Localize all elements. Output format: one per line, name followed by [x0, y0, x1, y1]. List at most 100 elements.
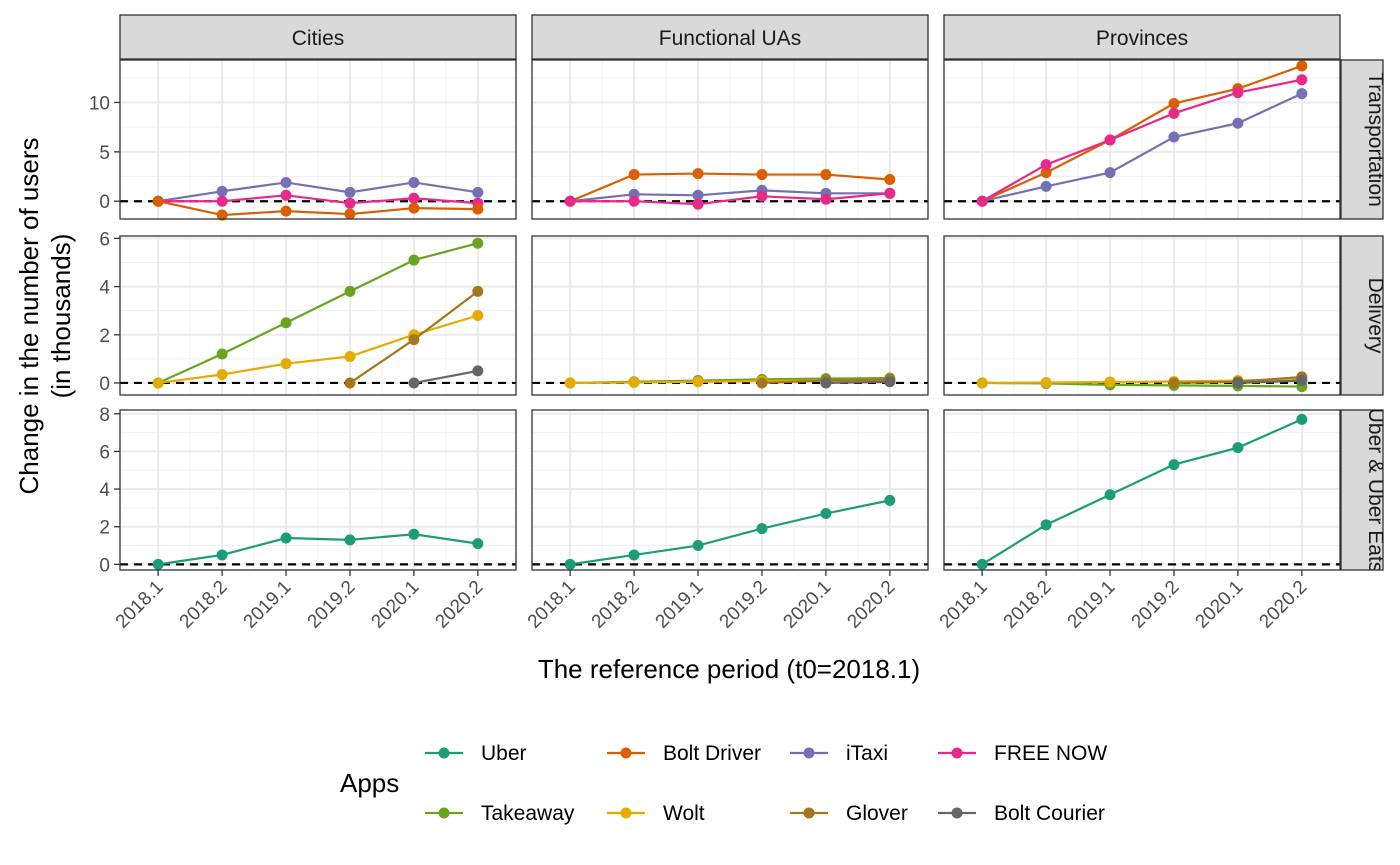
data-point — [820, 508, 831, 519]
data-point — [820, 194, 831, 205]
data-point — [472, 204, 483, 215]
data-point — [565, 196, 576, 207]
panel — [944, 60, 1340, 219]
data-point — [472, 310, 483, 321]
data-point — [1041, 377, 1052, 388]
data-point — [472, 365, 483, 376]
data-point — [1168, 132, 1179, 143]
data-point — [1296, 414, 1307, 425]
panel — [120, 60, 516, 221]
legend-title: Apps — [340, 768, 399, 798]
data-point — [344, 198, 355, 209]
data-point — [153, 559, 164, 570]
x-axis-tick-label: 2020.1 — [1191, 577, 1247, 633]
x-axis-tick-label: 2018.2 — [1000, 577, 1056, 633]
data-point — [629, 169, 640, 180]
data-point — [344, 187, 355, 198]
data-point — [344, 377, 355, 388]
panel — [944, 410, 1340, 570]
data-point — [217, 349, 228, 360]
x-axis-tick-label: 2019.2 — [304, 577, 360, 633]
legend-item: Bolt Driver — [607, 742, 761, 765]
data-point — [1105, 167, 1116, 178]
data-point — [756, 523, 767, 534]
data-point — [281, 358, 292, 369]
legend-item: FREE NOW — [938, 742, 1107, 765]
panel — [532, 60, 928, 219]
data-point — [217, 186, 228, 197]
data-point — [977, 196, 988, 207]
legend-item-label: Bolt Driver — [663, 742, 761, 765]
data-point — [629, 196, 640, 207]
legend-item: Wolt — [607, 802, 705, 825]
x-axis-tick-label: 2019.1 — [240, 577, 296, 633]
data-point — [1232, 118, 1243, 129]
legend-key-point — [804, 748, 815, 759]
y-axis-tick-label: 4 — [99, 278, 110, 299]
series-line — [826, 382, 890, 383]
y-axis-tick-label: 6 — [99, 442, 110, 463]
y-axis-tick-label: 4 — [99, 480, 110, 501]
data-point — [1232, 377, 1243, 388]
panel — [532, 410, 928, 570]
data-point — [472, 238, 483, 249]
y-axis-tick-label: 2 — [99, 326, 110, 347]
data-point — [1105, 376, 1116, 387]
panel — [532, 236, 928, 395]
data-point — [408, 203, 419, 214]
data-point — [820, 169, 831, 180]
data-point — [1168, 377, 1179, 388]
data-point — [344, 209, 355, 220]
data-point — [1041, 181, 1052, 192]
data-point — [344, 286, 355, 297]
data-point — [1232, 87, 1243, 98]
data-point — [1296, 88, 1307, 99]
panels: Cities Functional UAs ProvincesTransportat… — [120, 15, 1387, 572]
data-point — [884, 188, 895, 199]
legend-item-label: iTaxi — [846, 742, 888, 765]
data-point — [693, 168, 704, 179]
data-point — [217, 549, 228, 560]
data-point — [977, 377, 988, 388]
legend-item-label: Glover — [846, 802, 908, 825]
data-point — [408, 193, 419, 204]
panel — [120, 236, 516, 395]
data-point — [344, 534, 355, 545]
data-point — [629, 549, 640, 560]
y-axis-tick-label: 0 — [99, 374, 110, 395]
data-point — [1105, 134, 1116, 145]
data-point — [408, 177, 419, 188]
data-point — [756, 169, 767, 180]
y-axis-title-line2: (in thousands) — [46, 234, 76, 399]
y-axis-tick-label: 2 — [99, 518, 110, 539]
x-axis-title: The reference period (t0=2018.1) — [538, 654, 920, 684]
data-point — [408, 334, 419, 345]
data-point — [408, 529, 419, 540]
data-point — [153, 196, 164, 207]
legend-key-point — [621, 808, 632, 819]
legend-item-label: Wolt — [663, 802, 705, 825]
data-point — [977, 559, 988, 570]
data-point — [693, 540, 704, 551]
data-point — [1041, 519, 1052, 530]
data-point — [1296, 74, 1307, 85]
legend-item-label: Takeaway — [481, 802, 575, 825]
y-axis-tick-label: 5 — [99, 143, 110, 164]
legend-item-label: FREE NOW — [994, 742, 1107, 765]
x-axis-tick-label: 2018.1 — [936, 577, 992, 633]
data-point — [281, 177, 292, 188]
x-axis-tick-label: 2018.2 — [176, 577, 232, 633]
legend-item: iTaxi — [790, 742, 888, 765]
legend-item-label: Bolt Courier — [994, 802, 1105, 825]
facet-strip-col-label: Cities — [292, 27, 345, 50]
y-axis-tick-label: 10 — [89, 93, 110, 114]
data-point — [217, 369, 228, 380]
panel — [120, 410, 516, 570]
data-point — [693, 199, 704, 210]
data-point — [756, 377, 767, 388]
data-point — [565, 377, 576, 388]
data-point — [472, 187, 483, 198]
y-axis-title-line1: Change in the number of users — [14, 138, 44, 495]
legend-item: Glover — [790, 802, 908, 825]
data-point — [1296, 60, 1307, 71]
